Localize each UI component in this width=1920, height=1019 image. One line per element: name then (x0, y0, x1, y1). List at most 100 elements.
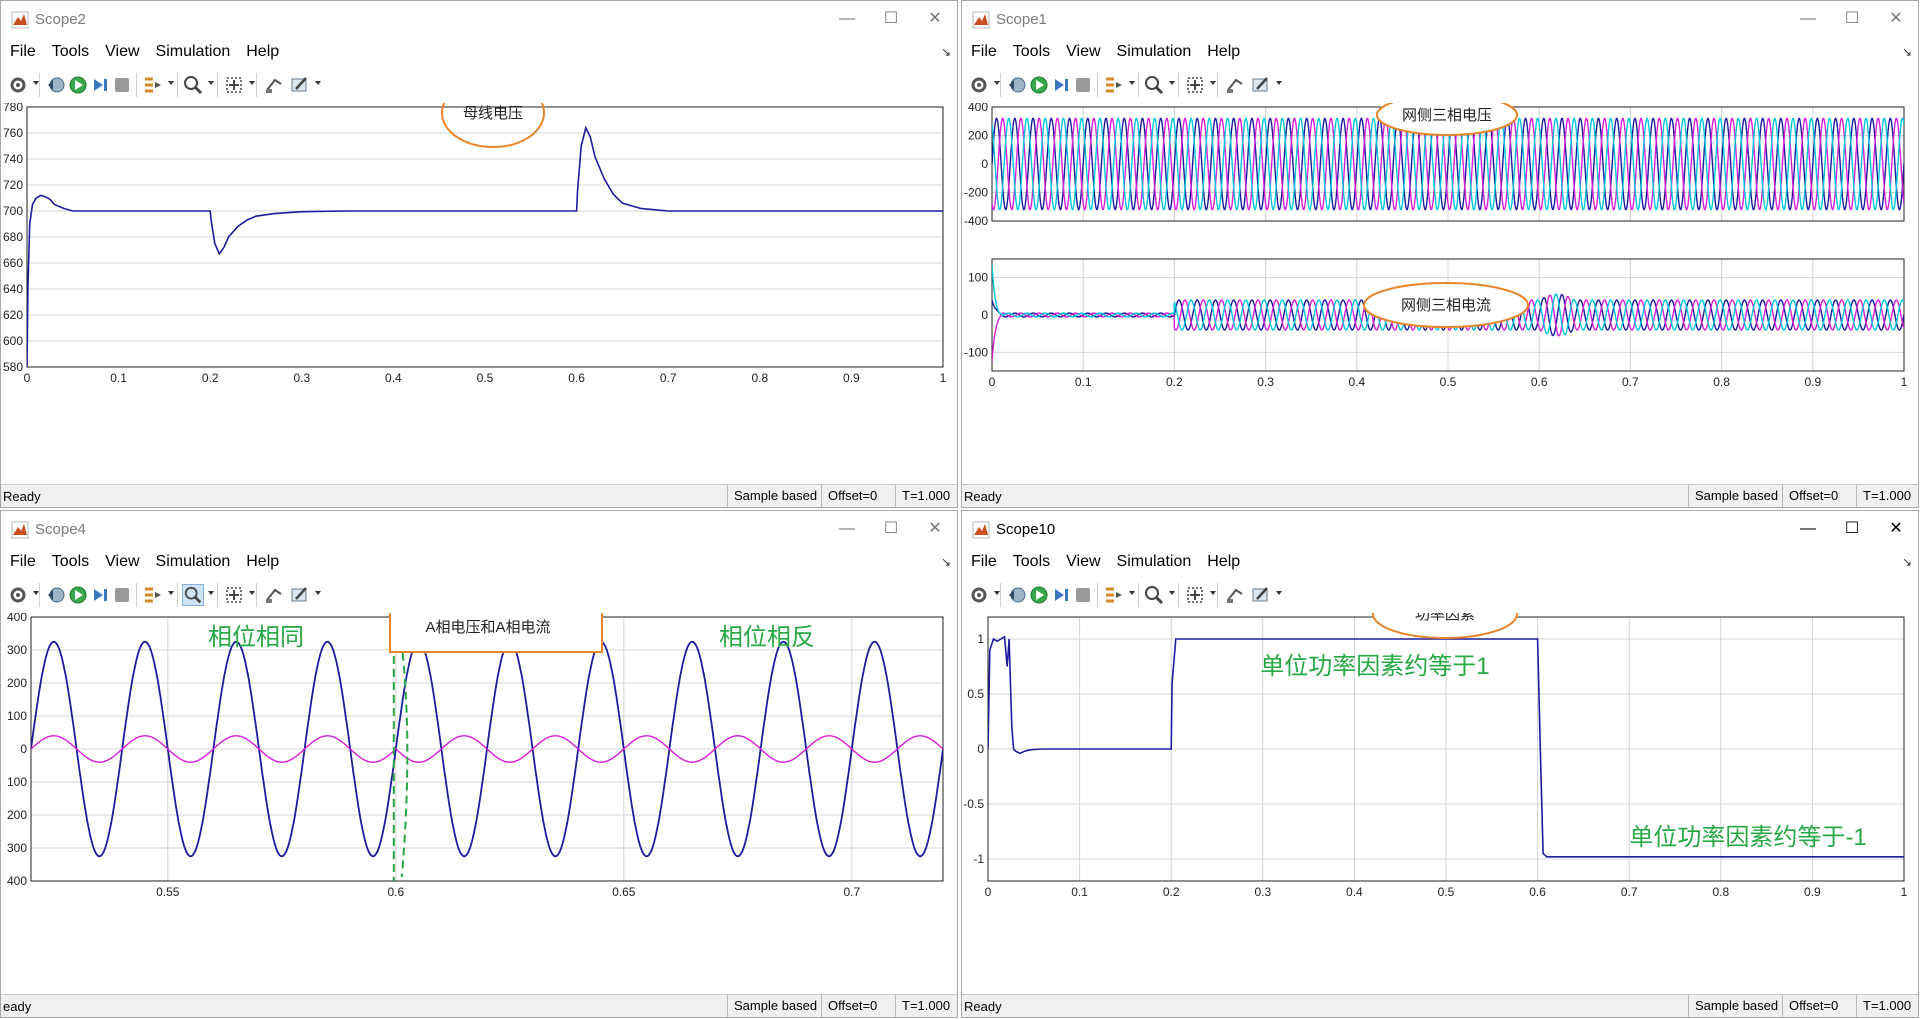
close-button[interactable]: ✕ (928, 520, 942, 537)
minimize-button[interactable]: — (1800, 520, 1816, 537)
signal-select-icon[interactable] (142, 584, 164, 606)
step-forward-icon[interactable] (1050, 584, 1072, 606)
step-forward-icon[interactable] (89, 74, 111, 96)
menu-file[interactable]: File (10, 43, 36, 60)
dropdown-arrow-icon[interactable] (249, 591, 255, 595)
close-button[interactable]: ✕ (1889, 520, 1903, 537)
menu-simulation[interactable]: Simulation (155, 43, 231, 60)
maximize-button[interactable]: ☐ (883, 520, 899, 537)
run-icon[interactable] (67, 584, 89, 606)
menu-file[interactable]: File (971, 43, 997, 60)
minimize-button[interactable]: — (839, 10, 855, 27)
menu-view[interactable]: View (105, 553, 140, 570)
menu-file[interactable]: File (10, 553, 36, 570)
dock-pin-icon[interactable]: ↘ (1901, 555, 1912, 569)
stop-icon[interactable] (111, 584, 133, 606)
scope2-chart[interactable]: 0 0.1 0.2 0.3 0.4 0.5 0.6 0.7 0.8 0.9 1 580 600 620 64… (1, 100, 957, 487)
dropdown-arrow-icon[interactable] (33, 591, 39, 595)
dock-pin-icon[interactable]: ↘ (940, 45, 951, 59)
autoscale-icon[interactable] (223, 584, 245, 606)
highlight-block-icon[interactable] (263, 584, 285, 606)
maximize-button[interactable]: ☐ (1844, 10, 1860, 27)
signal-select-icon[interactable] (1103, 74, 1125, 96)
menu-tools[interactable]: Tools (51, 553, 90, 570)
step-forward-icon[interactable] (89, 584, 111, 606)
stop-icon[interactable] (111, 74, 133, 96)
scope10-chart[interactable]: 0 0.1 0.2 0.3 0.4 0.5 0.6 0.7 0.8 0.9 1 1 0.5 0 -0.5 -1 (962, 613, 1918, 997)
step-forward-icon[interactable] (1050, 74, 1072, 96)
settings-gear-icon[interactable] (968, 74, 990, 96)
zoom-icon[interactable] (182, 74, 204, 96)
minimize-button[interactable]: — (1800, 10, 1816, 27)
menu-file[interactable]: File (971, 553, 997, 570)
maximize-button[interactable]: ☐ (1844, 520, 1860, 537)
settings-gear-icon[interactable] (7, 74, 29, 96)
title-bar[interactable]: Scope10 — ☐ ✕ (962, 511, 1918, 547)
dropdown-arrow-icon[interactable] (1276, 81, 1282, 85)
dropdown-arrow-icon[interactable] (315, 81, 321, 85)
signal-select-icon[interactable] (1103, 584, 1125, 606)
title-bar[interactable]: Scope4 — ☐ ✕ (1, 511, 957, 547)
highlight-block-icon[interactable] (1224, 74, 1246, 96)
rewind-icon[interactable] (45, 74, 67, 96)
menu-tools[interactable]: Tools (1012, 43, 1051, 60)
dropdown-arrow-icon[interactable] (994, 591, 1000, 595)
dropdown-arrow-icon[interactable] (208, 81, 214, 85)
close-button[interactable]: ✕ (928, 10, 942, 27)
run-icon[interactable] (67, 74, 89, 96)
menu-help[interactable]: Help (246, 43, 280, 60)
rewind-icon[interactable] (1006, 74, 1028, 96)
scope1-chart[interactable]: 400 200 0 -200 -400 0 0.1 0.2 0.3 0.4 0.5 0.6 0.7 0.8… (962, 100, 1918, 487)
title-bar[interactable]: Scope2 — ☐ ✕ (1, 1, 957, 37)
title-bar[interactable]: Scope1 — ☐ ✕ (962, 1, 1918, 37)
dropdown-arrow-icon[interactable] (1210, 591, 1216, 595)
dropdown-arrow-icon[interactable] (168, 81, 174, 85)
plot-area[interactable]: 0 0.1 0.2 0.3 0.4 0.5 0.6 0.7 0.8 0.9 1 580 600 620 64… (1, 100, 957, 487)
menu-simulation[interactable]: Simulation (1116, 553, 1192, 570)
dropdown-arrow-icon[interactable] (1169, 591, 1175, 595)
run-icon[interactable] (1028, 584, 1050, 606)
dropdown-arrow-icon[interactable] (249, 81, 255, 85)
style-icon[interactable] (1250, 74, 1272, 96)
dropdown-arrow-icon[interactable] (168, 591, 174, 595)
plot-area[interactable]: 0.55 0.6 0.65 0.7 400 300 200 100 0 100 200 300 400 … (1, 610, 957, 997)
menu-tools[interactable]: Tools (51, 43, 90, 60)
run-icon[interactable] (1028, 74, 1050, 96)
signal-select-icon[interactable] (142, 74, 164, 96)
autoscale-icon[interactable] (1184, 74, 1206, 96)
close-button[interactable]: ✕ (1889, 10, 1903, 27)
dropdown-arrow-icon[interactable] (1276, 591, 1282, 595)
menu-view[interactable]: View (1066, 553, 1101, 570)
scope4-chart[interactable]: 0.55 0.6 0.65 0.7 400 300 200 100 0 100 200 300 400 (1, 610, 957, 997)
menu-simulation[interactable]: Simulation (155, 553, 231, 570)
minimize-button[interactable]: — (839, 520, 855, 537)
menu-view[interactable]: View (1066, 43, 1101, 60)
dropdown-arrow-icon[interactable] (994, 81, 1000, 85)
dock-pin-icon[interactable]: ↘ (1901, 45, 1912, 59)
stop-icon[interactable] (1072, 584, 1094, 606)
dropdown-arrow-icon[interactable] (315, 591, 321, 595)
style-icon[interactable] (1250, 584, 1272, 606)
style-icon[interactable] (289, 74, 311, 96)
dropdown-arrow-icon[interactable] (208, 591, 214, 595)
zoom-icon[interactable] (1143, 74, 1165, 96)
menu-view[interactable]: View (105, 43, 140, 60)
plot-area[interactable]: 400 200 0 -200 -400 0 0.1 0.2 0.3 0.4 0.5 0.6 0.7 0.8… (962, 100, 1918, 487)
autoscale-icon[interactable] (223, 74, 245, 96)
autoscale-icon[interactable] (1184, 584, 1206, 606)
dropdown-arrow-icon[interactable] (1129, 591, 1135, 595)
settings-gear-icon[interactable] (968, 584, 990, 606)
rewind-icon[interactable] (45, 584, 67, 606)
plot-area[interactable]: 0 0.1 0.2 0.3 0.4 0.5 0.6 0.7 0.8 0.9 1 1 0.5 0 -0.5 -1… (962, 613, 1918, 995)
highlight-block-icon[interactable] (1224, 584, 1246, 606)
style-icon[interactable] (289, 584, 311, 606)
settings-gear-icon[interactable] (7, 584, 29, 606)
highlight-block-icon[interactable] (263, 74, 285, 96)
zoom-icon[interactable] (182, 584, 204, 606)
dropdown-arrow-icon[interactable] (1169, 81, 1175, 85)
dropdown-arrow-icon[interactable] (33, 81, 39, 85)
menu-simulation[interactable]: Simulation (1116, 43, 1192, 60)
rewind-icon[interactable] (1006, 584, 1028, 606)
zoom-icon[interactable] (1143, 584, 1165, 606)
dropdown-arrow-icon[interactable] (1129, 81, 1135, 85)
